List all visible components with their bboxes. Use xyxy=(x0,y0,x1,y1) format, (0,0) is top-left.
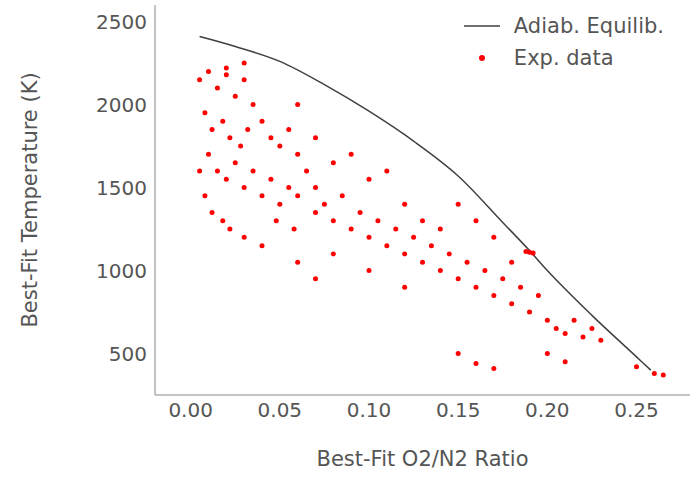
html-text:Exp. data: Exp. data xyxy=(513,46,614,70)
svg-text:Best-Fit O2/N2 Ratio: Best-Fit O2/N2 Ratio xyxy=(317,447,529,471)
svg-text:1000: 1000 xyxy=(96,259,147,283)
html-text:Adiab. Equilib.: Adiab. Equilib. xyxy=(513,14,664,38)
svg-text:0.10: 0.10 xyxy=(347,398,392,422)
svg-text:0.00: 0.00 xyxy=(168,398,213,422)
svg-text:0.25: 0.25 xyxy=(614,398,659,422)
svg-text:0.20: 0.20 xyxy=(525,398,570,422)
svg-text:Best-Fit Temperature (K): Best-Fit Temperature (K) xyxy=(18,72,42,327)
svg-text:500: 500 xyxy=(109,342,147,366)
svg-text:0.05: 0.05 xyxy=(258,398,303,422)
svg-text:0.15: 0.15 xyxy=(436,398,481,422)
svg-text:1500: 1500 xyxy=(96,176,147,200)
svg-text:2500: 2500 xyxy=(96,10,147,34)
svg-text:2000: 2000 xyxy=(96,93,147,117)
